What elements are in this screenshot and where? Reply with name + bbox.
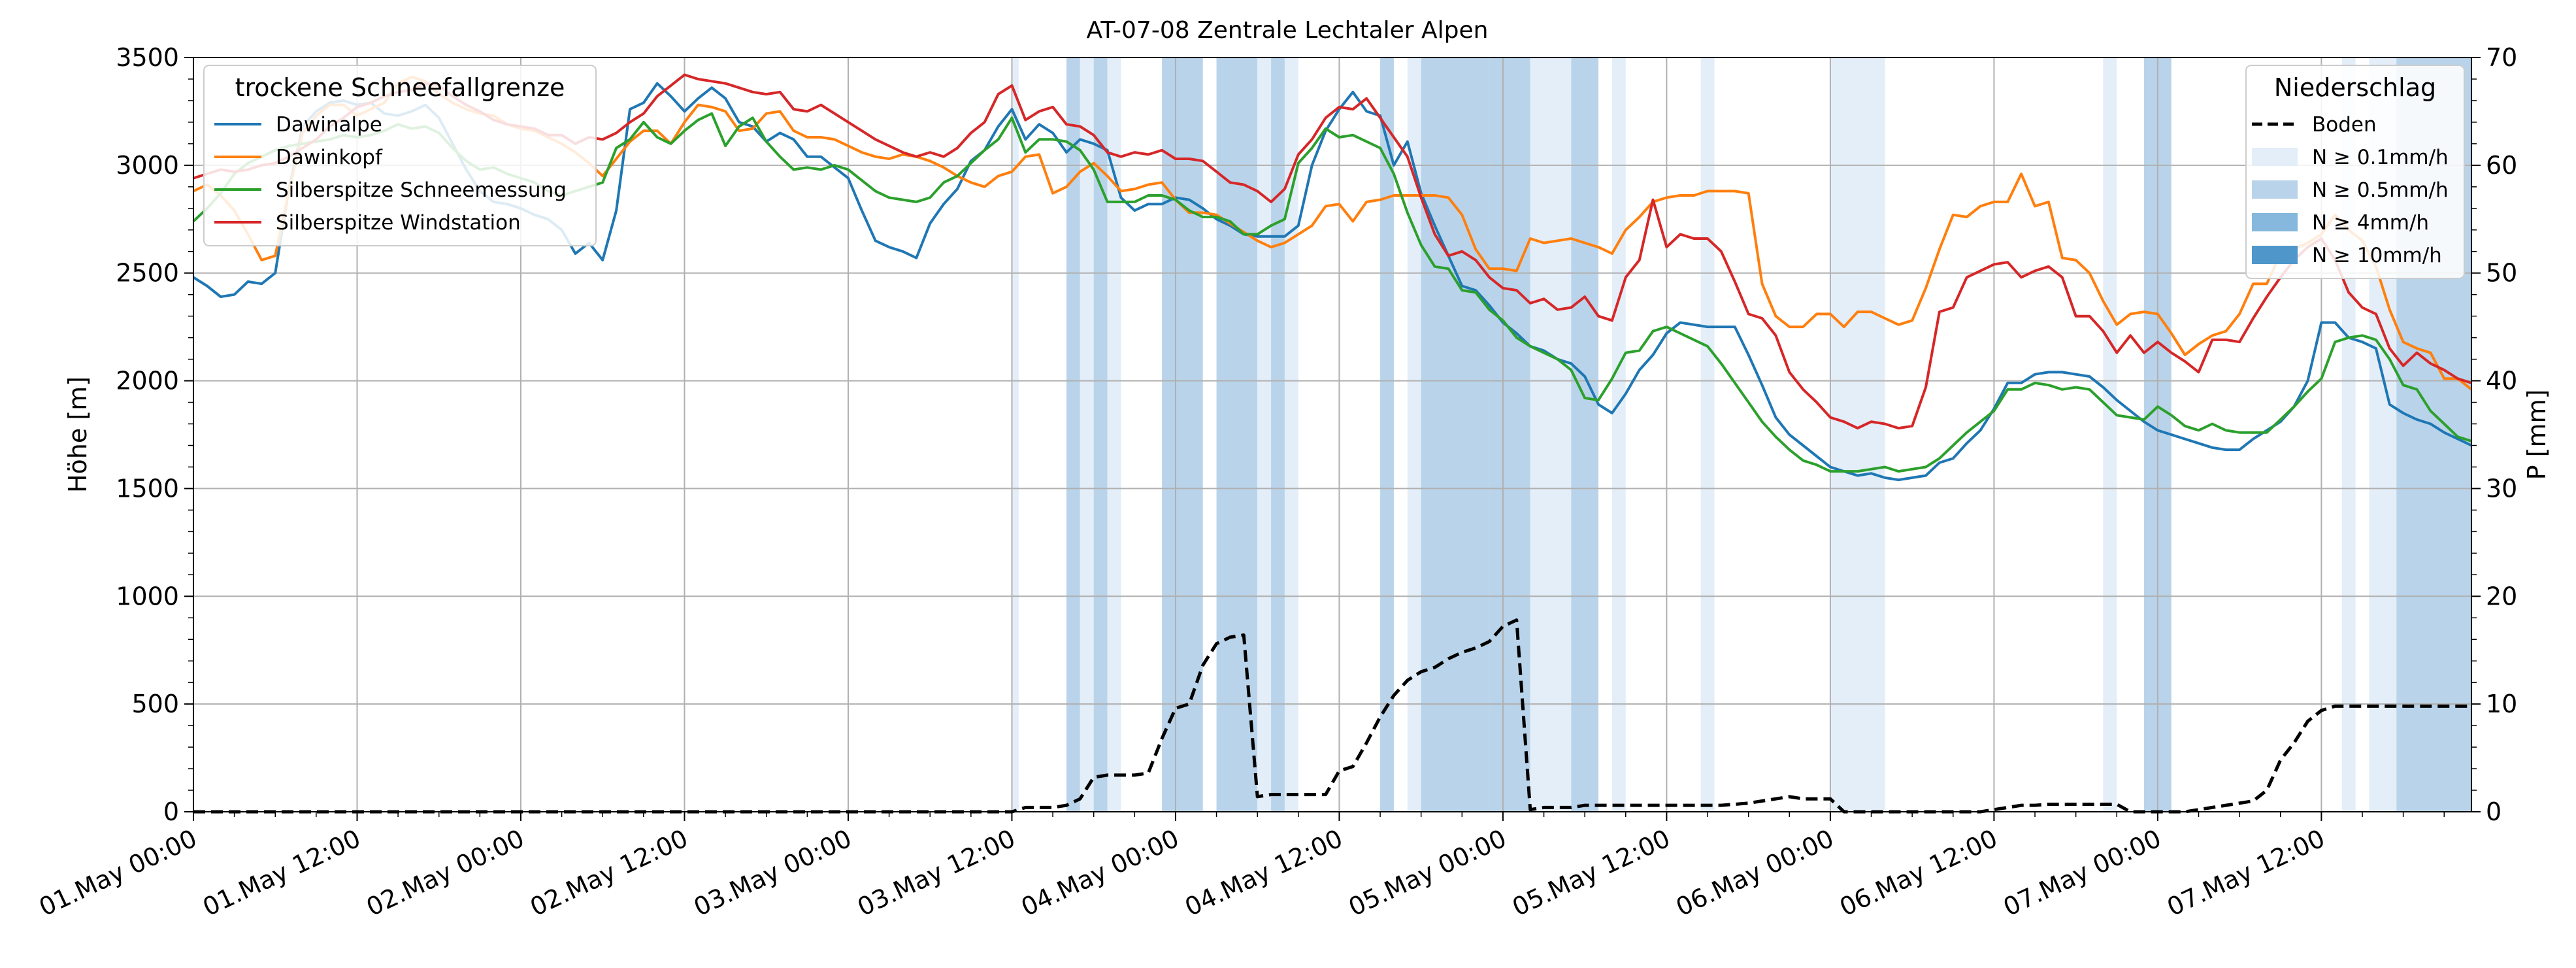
precip-band [1407, 58, 1421, 812]
legend-precip: Niederschlag Boden N ≥ 0.1mm/h N ≥ 0.5mm/h… [2245, 65, 2465, 279]
legend-swatch [2252, 180, 2298, 199]
precip-band [1271, 58, 1285, 812]
y-tick-label: 0 [163, 797, 179, 826]
series-line-dawinalpe [192, 82, 2472, 482]
legend-precip-box [2245, 65, 2465, 279]
precip-band [1162, 58, 1203, 812]
precip-band [1066, 58, 1080, 812]
legend-label: N ≥ 4mm/h [2312, 211, 2429, 235]
legend-label: Silberspitze Windstation [276, 211, 521, 235]
chart-title: AT-07-08 Zentrale Lechtaler Alpen [1087, 17, 1489, 44]
legend-label: Dawinalpe [276, 113, 382, 137]
precip-band [1107, 58, 1121, 812]
legend-label: Dawinkopf [276, 146, 383, 169]
legend-label: N ≥ 0.5mm/h [2312, 178, 2449, 202]
y2-axis-label: P [mm] [2522, 390, 2551, 480]
precip-bands [1012, 58, 2471, 812]
plot-frame [193, 57, 2472, 812]
precip-band [1611, 58, 1626, 812]
precip-band [1700, 58, 1715, 812]
y-tick-label: 500 [131, 690, 179, 718]
precip-band [1012, 58, 1019, 812]
y-tick-label: 3500 [116, 43, 179, 72]
y-axis-label: Höhe [m] [63, 376, 92, 493]
legend-swatch [2252, 148, 2298, 166]
y-tick-label: 3000 [116, 151, 179, 180]
y-tick-label: 1000 [116, 582, 179, 610]
legend-label: Boden [2312, 113, 2377, 137]
y2-tick-label: 70 [2486, 43, 2517, 72]
y-tick-label: 2500 [116, 259, 179, 288]
y2-tick-label: 50 [2486, 259, 2517, 288]
series-line-boden [193, 618, 2471, 814]
legend-label: N ≥ 10mm/h [2312, 244, 2442, 267]
precip-band [2103, 58, 2117, 812]
precip-band [1830, 58, 1885, 812]
y2-tick-label: 60 [2486, 151, 2517, 180]
precip-band [1489, 58, 1530, 812]
y2-tick-label: 40 [2486, 367, 2517, 395]
legend-label: N ≥ 0.1mm/h [2312, 146, 2449, 169]
precip-band [1257, 58, 1272, 812]
legend-label: Silberspitze Schneemessung [276, 178, 567, 202]
precip-band [1530, 58, 1572, 812]
precip-band [1380, 58, 1394, 812]
y-tick-label: 1500 [116, 474, 179, 503]
y2-tick-label: 20 [2486, 582, 2517, 610]
y2-tick-label: 0 [2486, 797, 2502, 826]
legend-stations: trockene Schneefallgrenze Dawinalpe Dawin… [203, 65, 597, 246]
legend-stations-box [203, 65, 597, 246]
precip-band [1571, 58, 1599, 812]
legend-stations-title: trockene Schneefallgrenze [235, 73, 565, 102]
legend-swatch [2252, 213, 2298, 231]
y2-tick-label: 10 [2486, 690, 2517, 718]
precip-band [1216, 58, 1258, 812]
y-tick-label: 2000 [116, 367, 179, 395]
legend-swatch [2252, 246, 2298, 264]
precip-band [1093, 58, 1108, 812]
precip-band [1284, 58, 1298, 812]
y2-tick-label: 30 [2486, 474, 2517, 503]
legend-precip-title: Niederschlag [2274, 73, 2436, 102]
precip-band [1080, 58, 1094, 812]
precip-band [1421, 58, 1490, 812]
